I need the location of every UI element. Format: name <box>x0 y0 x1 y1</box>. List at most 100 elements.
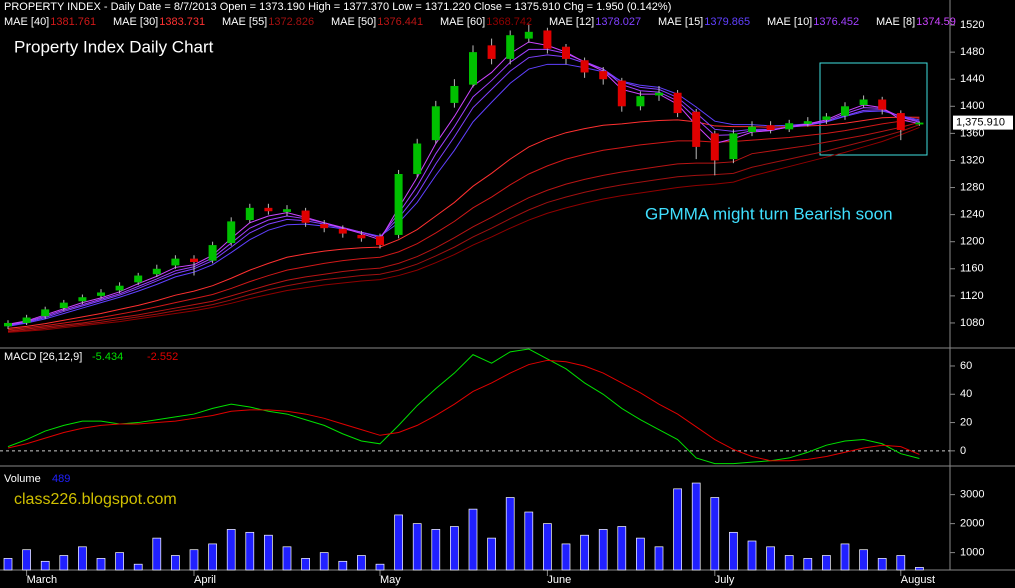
candle-body <box>450 85 459 103</box>
volume-bar <box>3 558 13 571</box>
volume-bar <box>561 543 571 571</box>
candle-body <box>599 71 608 80</box>
legend-value: 1376.452 <box>813 16 859 28</box>
volume-bar <box>394 514 403 571</box>
y-tick-label: 1440 <box>960 73 984 85</box>
candle-body <box>878 99 887 110</box>
candle-body <box>710 133 719 161</box>
candle-body <box>115 285 124 291</box>
candle-body <box>506 35 515 59</box>
line <box>7 48 920 326</box>
volume-bar <box>915 567 924 571</box>
y-tick-label: 3000 <box>960 489 984 501</box>
candle-body <box>524 31 533 39</box>
volume-bar <box>691 482 701 571</box>
watermark: class226.blogspot.com <box>14 491 177 508</box>
candle-body <box>469 52 477 85</box>
y-tick-label: 1120 <box>960 290 984 302</box>
line <box>7 124 920 333</box>
legend-value: 1378.027 <box>595 16 641 28</box>
y-tick-label: 1360 <box>960 127 984 139</box>
y-tick-label: 1520 <box>960 19 984 31</box>
y-tick-label: 1280 <box>960 181 984 193</box>
candle-body <box>859 99 868 105</box>
candle-body <box>655 92 663 96</box>
candle-body <box>487 45 496 59</box>
volume-bar <box>319 552 329 571</box>
candle-body <box>320 224 329 229</box>
legend-value: 1376.441 <box>377 16 423 28</box>
line <box>7 121 920 332</box>
candle-body <box>283 209 291 212</box>
x-tick-label: March <box>27 574 58 586</box>
candle-body <box>803 121 812 124</box>
candle-body <box>376 236 384 246</box>
volume-bar <box>412 523 422 571</box>
volume-bar <box>617 526 627 571</box>
volume-bar <box>747 540 757 571</box>
volume-bar <box>710 497 720 571</box>
candle-body <box>785 123 794 130</box>
legend-name: MAE [30] <box>113 16 158 28</box>
candle-body <box>245 207 254 221</box>
candle-body <box>41 309 50 317</box>
y-tick-label: 1160 <box>960 263 984 275</box>
header: PROPERTY INDEX - Daily Date = 8/7/2013 O… <box>4 1 671 13</box>
candle-body <box>580 60 589 73</box>
candle-body <box>729 133 738 160</box>
line <box>7 118 920 331</box>
line <box>7 348 920 465</box>
line <box>7 41 920 325</box>
volume-bar <box>654 546 664 571</box>
volume-bar <box>22 549 31 571</box>
price-tag <box>953 115 1013 130</box>
y-tick-label: 2000 <box>960 518 984 530</box>
candle-body <box>748 126 756 133</box>
volume-bar <box>822 555 831 571</box>
x-tick-label: April <box>194 574 216 586</box>
candle-body <box>431 106 440 141</box>
volume-bar <box>264 534 273 571</box>
line <box>7 126 920 333</box>
y-tick-label: 40 <box>960 388 972 400</box>
volume-bar <box>524 511 534 571</box>
candle-body <box>394 174 403 235</box>
legend-name: MAE [10] <box>767 16 812 28</box>
volume-title: Volume <box>4 473 41 485</box>
macd-value: -2.552 <box>147 351 178 363</box>
volume-bar <box>301 558 310 571</box>
legend-name: MAE [12] <box>549 16 594 28</box>
volume-bar <box>487 537 496 571</box>
legend-value: 1379.865 <box>704 16 750 28</box>
volume-bar <box>729 531 738 571</box>
legend-value: 1372.826 <box>268 16 314 28</box>
volume-bar <box>840 543 850 571</box>
volume-bar <box>208 543 217 571</box>
y-tick-label: 1200 <box>960 236 984 248</box>
candle-body <box>301 210 310 223</box>
volume-bar <box>357 555 366 571</box>
x-tick-label: July <box>715 574 735 586</box>
volume-bar <box>96 558 106 571</box>
candle-body <box>78 297 87 302</box>
candle-body <box>636 96 645 107</box>
x-tick-label: August <box>901 574 935 586</box>
volume-bar <box>245 531 255 571</box>
volume-bar <box>598 529 608 571</box>
legend-value: 1374.59 <box>916 16 956 28</box>
volume-bar <box>78 546 87 571</box>
candle-body <box>692 111 701 147</box>
volume-bar <box>784 555 794 571</box>
candle-body <box>357 234 366 239</box>
volume-bar <box>859 549 868 571</box>
volume-bar <box>171 555 180 571</box>
legend-name: MAE [15] <box>658 16 703 28</box>
volume-bar <box>766 546 775 571</box>
volume-bar <box>468 508 478 571</box>
volume-bar <box>115 552 124 571</box>
candle-body <box>152 268 161 275</box>
x-tick-label: June <box>547 574 571 586</box>
price-tag-label: 1,375.910 <box>956 117 1005 129</box>
y-tick-label: 1480 <box>960 46 984 58</box>
